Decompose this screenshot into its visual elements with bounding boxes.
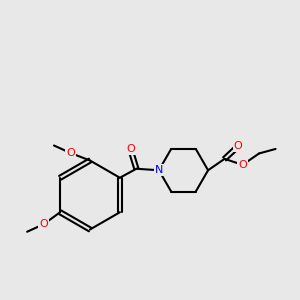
Text: O: O (238, 160, 247, 170)
Text: N: N (155, 165, 163, 175)
Text: N: N (155, 165, 163, 175)
Text: O: O (126, 144, 135, 154)
Text: O: O (39, 219, 48, 229)
Text: O: O (66, 148, 75, 158)
Text: O: O (234, 141, 242, 151)
